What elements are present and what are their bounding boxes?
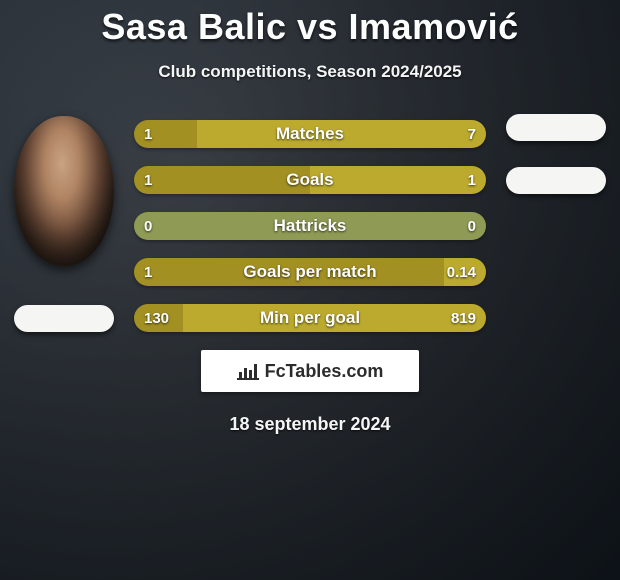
comparison-card: Sasa Balic vs Imamović Club competitions… (0, 0, 620, 580)
stat-bar-right-segment (197, 120, 486, 148)
stat-bar-right-segment (444, 258, 486, 286)
stat-bar-left-segment (134, 258, 444, 286)
stat-bars: 17Matches 11Goals 00Hattricks 10.14Goals pe… (134, 120, 486, 332)
stat-bar: 00Hattricks (134, 212, 486, 240)
stat-bar: 17Matches (134, 120, 486, 148)
date-text: 18 september 2024 (0, 414, 620, 435)
player-right-column (496, 120, 616, 194)
stat-bar: 11Goals (134, 166, 486, 194)
stat-bar: 130819Min per goal (134, 304, 486, 332)
stat-bar-left-segment (134, 212, 486, 240)
player-right-flag-pill (506, 114, 606, 141)
player-left-name-pill (14, 305, 114, 332)
comparison-grid: 17Matches 11Goals 00Hattricks 10.14Goals pe… (0, 120, 620, 332)
stat-bar-right-segment (183, 304, 486, 332)
page-title: Sasa Balic vs Imamović (0, 6, 620, 48)
chart-icon (237, 362, 259, 380)
stat-bar-left-segment (134, 120, 197, 148)
stat-bar-right-segment (310, 166, 486, 194)
stat-bar-left-segment (134, 166, 310, 194)
stat-bar-left-segment (134, 304, 183, 332)
player-left-column (4, 120, 124, 332)
brand-badge: FcTables.com (201, 350, 419, 392)
stat-bar: 10.14Goals per match (134, 258, 486, 286)
brand-text: FcTables.com (265, 361, 384, 382)
player-left-avatar (14, 116, 114, 266)
subtitle: Club competitions, Season 2024/2025 (0, 62, 620, 82)
player-right-name-pill (506, 167, 606, 194)
